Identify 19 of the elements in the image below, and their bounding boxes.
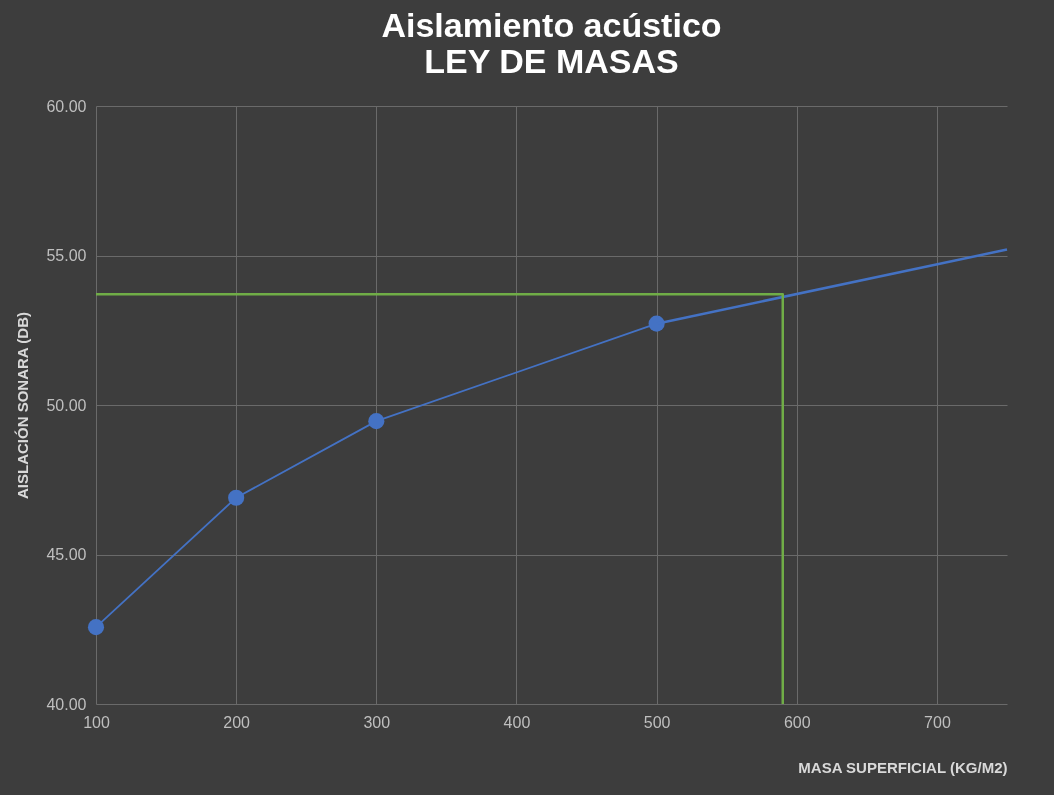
x-tick-label: 600: [783, 713, 811, 731]
x-tick-label: 200: [223, 713, 251, 731]
y-tick-label: 60.00: [46, 97, 87, 115]
text: LEY DE MASAS: [424, 42, 679, 80]
y-tick-label: 45.00: [46, 546, 87, 563]
x-tick-label: 300: [363, 713, 391, 731]
x-tick-label: 100: [83, 713, 110, 731]
point: [87, 619, 105, 636]
point: [368, 413, 385, 430]
x-axis-title: MASA SUPERFICIAL (KG/M2): [798, 758, 1008, 776]
y-tick-label: 55.00: [46, 247, 87, 264]
y-axis-title: AISLACIÓN SONARA (DB): [14, 312, 32, 499]
x-tick-label: 500: [643, 713, 671, 731]
text: Aislamiento acústico: [381, 6, 722, 44]
point: [228, 489, 245, 506]
x-tick-label: 400: [503, 713, 531, 731]
y-tick-label: 40.00: [46, 695, 87, 713]
x-tick-label: 700: [924, 713, 951, 731]
y-tick-label: 50.00: [46, 396, 87, 414]
